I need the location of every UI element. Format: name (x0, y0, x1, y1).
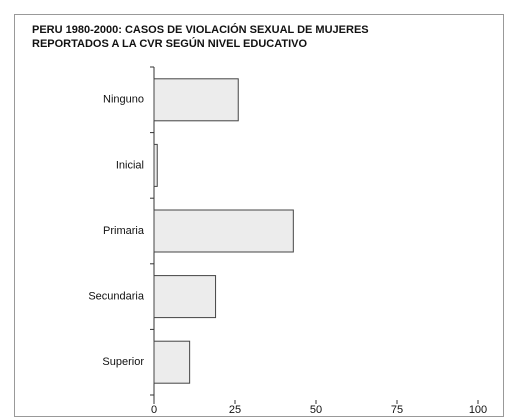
x-tick-label: 75 (391, 404, 403, 416)
y-tick-label: Ninguno (103, 94, 144, 106)
bar (153, 143, 158, 187)
x-tick-label: 100 (469, 404, 487, 416)
chart-title: REPORTADOS A LA CVR SEGÚN NIVEL EDUCATIV… (32, 37, 307, 50)
bar (153, 78, 239, 122)
bar (153, 340, 191, 384)
y-tick-label: Primaria (103, 225, 145, 237)
x-tick-label: 50 (310, 404, 322, 416)
bar (153, 275, 217, 319)
y-tick-label: Secundaria (88, 291, 145, 303)
x-tick-label: 25 (229, 404, 241, 416)
y-tick-label: Superior (102, 356, 144, 368)
bar (153, 209, 294, 253)
y-tick-label: Inicial (116, 159, 144, 171)
chart-title: PERU 1980-2000: CASOS DE VIOLACIÓN SEXUA… (32, 23, 369, 36)
x-tick-label: 0 (151, 404, 157, 416)
